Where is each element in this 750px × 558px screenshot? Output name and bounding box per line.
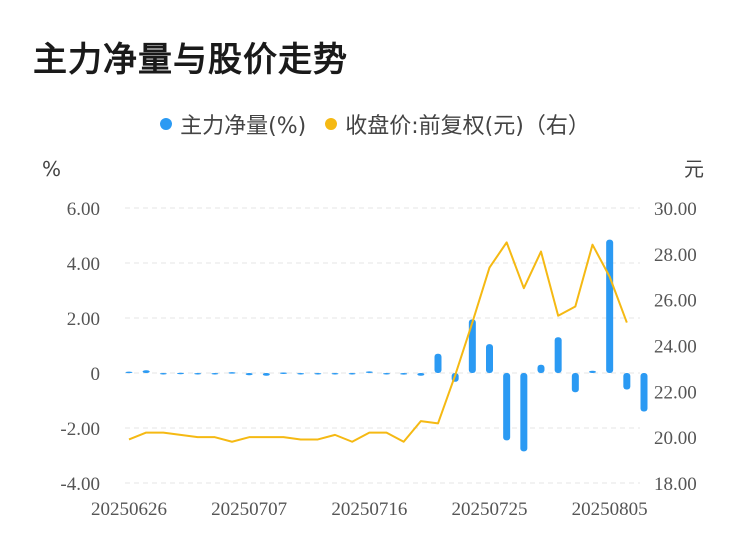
net-volume-bar[interactable]: [262, 373, 270, 376]
right-tick-label: 22.00: [654, 382, 697, 403]
net-volume-bar[interactable]: [554, 337, 562, 373]
left-tick-label: 0: [91, 364, 101, 385]
net-volume-bar[interactable]: [211, 373, 219, 375]
net-volume-bar[interactable]: [623, 373, 631, 390]
net-volume-bar[interactable]: [194, 373, 202, 375]
net-volume-bar[interactable]: [571, 373, 579, 393]
net-volume-bar[interactable]: [468, 319, 476, 373]
net-volume-bar[interactable]: [520, 373, 528, 452]
left-tick-label: -2.00: [60, 419, 100, 440]
net-volume-bar[interactable]: [314, 373, 322, 375]
net-volume-bar[interactable]: [331, 373, 339, 375]
right-tick-label: 26.00: [654, 291, 697, 312]
right-tick-label: 24.00: [654, 337, 697, 358]
net-volume-bar[interactable]: [245, 373, 253, 376]
x-tick-label: 20250707: [211, 499, 287, 520]
right-tick-label: 18.00: [654, 474, 697, 495]
legend-item-close-price[interactable]: 收盘价:前复权(元)（右）: [325, 108, 590, 140]
legend-dot-icon: [325, 118, 338, 130]
net-volume-bar[interactable]: [640, 373, 648, 412]
legend-label-close-price: 收盘价:前复权(元)（右）: [345, 114, 590, 139]
net-volume-bar[interactable]: [486, 344, 493, 373]
left-tick-label: -4.00: [60, 474, 100, 495]
left-tick-label: 4.00: [67, 254, 100, 275]
net-volume-bar[interactable]: [589, 370, 596, 373]
net-volume-bar[interactable]: [125, 371, 133, 374]
right-axis-unit: 元: [684, 157, 704, 181]
left-tick-label: 2.00: [67, 309, 100, 330]
right-tick-label: 20.00: [654, 428, 697, 449]
net-volume-bar[interactable]: [537, 364, 545, 373]
chart-legend: 主力净量(%) 收盘价:前复权(元)（右）: [0, 108, 750, 140]
net-volume-bar[interactable]: [177, 372, 184, 375]
net-volume-bar[interactable]: [280, 372, 287, 374]
net-volume-bar[interactable]: [142, 370, 150, 373]
net-volume-bar[interactable]: [417, 373, 425, 376]
x-tick-label: 20250725: [452, 499, 528, 520]
legend-dot-icon: [160, 118, 173, 130]
net-volume-bar[interactable]: [159, 373, 167, 375]
net-volume-bar[interactable]: [434, 353, 442, 373]
x-tick-label: 20250716: [331, 499, 407, 520]
legend-label-net-volume: 主力净量(%): [180, 114, 307, 139]
x-tick-label: 20250626: [91, 499, 167, 520]
net-volume-bar[interactable]: [383, 373, 390, 375]
close-price-line[interactable]: [128, 241, 628, 443]
net-volume-bar[interactable]: [228, 372, 236, 374]
legend-item-net-volume[interactable]: 主力净量(%): [160, 108, 306, 140]
net-volume-bar[interactable]: [400, 373, 408, 375]
left-tick-label: 6.00: [67, 199, 100, 220]
net-volume-bar[interactable]: [348, 373, 356, 375]
chart-title: 主力净量与股价走势: [33, 40, 348, 80]
net-volume-bar[interactable]: [503, 373, 511, 441]
right-tick-label: 28.00: [654, 245, 697, 266]
net-volume-bar[interactable]: [365, 371, 373, 373]
x-tick-label: 20250805: [572, 499, 648, 520]
net-volume-bar[interactable]: [606, 239, 614, 373]
right-tick-label: 30.00: [654, 199, 697, 220]
net-volume-bar[interactable]: [297, 373, 305, 375]
left-axis-unit: %: [42, 157, 61, 181]
